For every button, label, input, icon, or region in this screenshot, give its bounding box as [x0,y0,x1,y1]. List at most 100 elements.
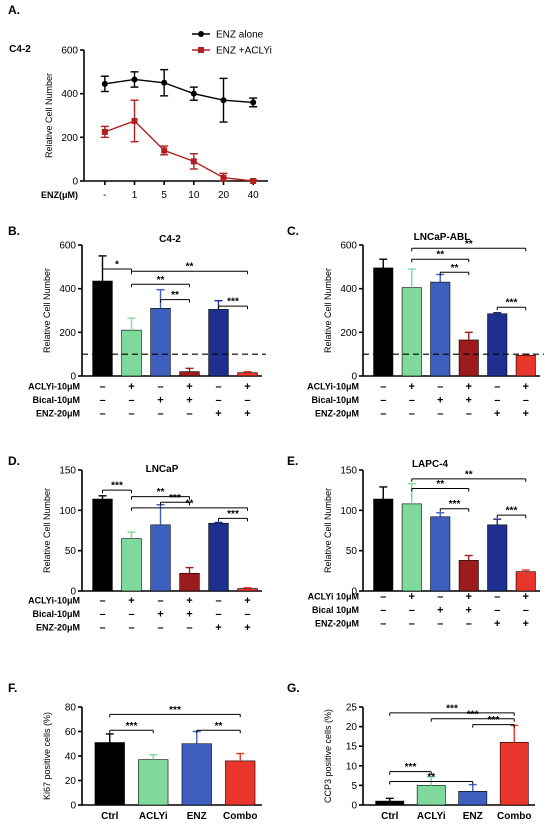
treatment-mark: – [99,622,105,634]
y-axis-label: Relative Cell Number [323,268,333,353]
significance-label: *** [446,703,458,714]
treatment-mark: + [186,609,192,621]
y-tick-label: 5 [351,781,357,792]
treatment-mark: – [437,381,443,393]
panel-c: C. LNCaP-ABL 0 200 400 600 Relative Cell Numbe… [287,224,544,420]
bar [150,308,171,377]
significance-label: ** [157,487,165,498]
significance-label: *** [488,715,500,726]
y-axis-label: CCP3 positive cells (%) [323,709,333,803]
treatment-mark: – [215,395,221,407]
data-point [250,178,257,184]
data-point [220,174,227,181]
bar [208,309,229,377]
panel-label: B. [8,224,20,238]
y-tick-label: 10 [346,761,358,772]
panel-label: G. [287,681,300,695]
y-tick-label: 200 [61,133,78,144]
chart-title: LAPC-4 [412,459,449,470]
treatment-mark: – [380,381,386,393]
y-axis-label: Relative Cell Number [323,488,333,573]
treatment-mark: – [99,609,105,621]
significance-label: *** [169,705,181,716]
treatment-mark: + [244,622,250,634]
significance-label: *** [467,709,479,720]
bar [179,371,200,377]
treatment-mark: – [215,595,221,607]
y-tick-label: 15 [346,742,358,753]
y-tick-label: 50 [346,546,358,557]
treatment-mark: – [466,618,472,630]
significance-label: ** [436,479,444,490]
treatment-mark: – [215,381,221,393]
significance-label: *** [227,509,239,520]
bar [92,280,113,377]
bar [515,571,536,592]
treatment-mark: – [409,605,415,617]
series-2 [100,99,258,184]
bar [487,524,508,592]
y-tick-label: 200 [59,328,76,339]
series-1 [100,68,258,123]
chart-title: LNCaP-ABL [414,232,471,243]
y-axis-label: Relative Cell Number [42,268,52,353]
bar [138,759,169,806]
y-axis-label: Relative Cell Number [42,488,52,573]
treatment-label: ACLYi 10μM [308,592,359,602]
chart-title: C4-2 [159,234,181,245]
significance-label: *** [111,481,123,492]
significance-label: *** [227,297,239,308]
treatment-mark: + [437,605,443,617]
y-tick-label: 200 [340,328,357,339]
legend-label: ENZ +ACLYi [216,46,272,57]
treatment-label: ENZ-20μM [315,409,359,419]
treatment-label: Bical-10μM [311,395,359,405]
treatment-mark: – [494,591,500,603]
treatment-mark: – [157,622,163,634]
treatment-mark: – [380,618,386,630]
y-tick-label: 0 [351,372,357,383]
treatment-label: Bical 10μM [312,605,359,615]
treatment-label: ACLYi-10μM [28,596,80,606]
significance-label: ** [436,250,444,261]
treatment-mark: + [244,408,250,420]
treatment-mark: + [466,395,472,407]
treatment-mark: + [466,381,472,393]
series-line [104,120,254,182]
y-tick-label: 60 [65,727,77,738]
category-label: Ctrl [101,811,118,822]
treatment-mark: + [244,595,250,607]
significance-label: ** [186,262,194,273]
treatment-mark: + [494,408,500,420]
y-tick-label: 0 [70,587,76,598]
x-tick-label: 40 [248,190,260,201]
significance-label: ** [171,290,179,301]
treatment-mark: – [99,408,105,420]
treatment-mark: + [215,408,221,420]
bar [515,354,536,377]
treatment-mark: – [128,408,134,420]
treatment-mark: + [186,395,192,407]
data-point [131,117,138,124]
bar [430,281,451,377]
significance-label: *** [506,298,518,309]
treatment-label: Bical-10μM [32,395,80,405]
y-tick-label: 600 [340,241,357,252]
y-tick-label: 0 [72,177,78,188]
treatment-mark: – [128,622,134,634]
panel-a: A. C4-2 0 200 400 600 Relative Cell Number - 1 5 1… [8,3,272,201]
y-tick-label: 0 [351,587,357,598]
bar [94,742,125,806]
treatment-mark: – [380,591,386,603]
bar [181,743,212,806]
treatment-mark: + [128,595,134,607]
treatment-mark: – [466,408,472,420]
treatment-mark: + [466,591,472,603]
bar [458,339,479,377]
treatment-mark: – [157,381,163,393]
treatment-mark: + [157,395,163,407]
data-point [161,147,168,154]
x-axis-label: ENZ(μM) [41,190,78,200]
